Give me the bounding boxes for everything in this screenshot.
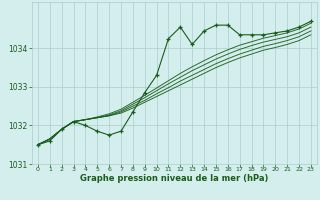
X-axis label: Graphe pression niveau de la mer (hPa): Graphe pression niveau de la mer (hPa) bbox=[80, 174, 268, 183]
